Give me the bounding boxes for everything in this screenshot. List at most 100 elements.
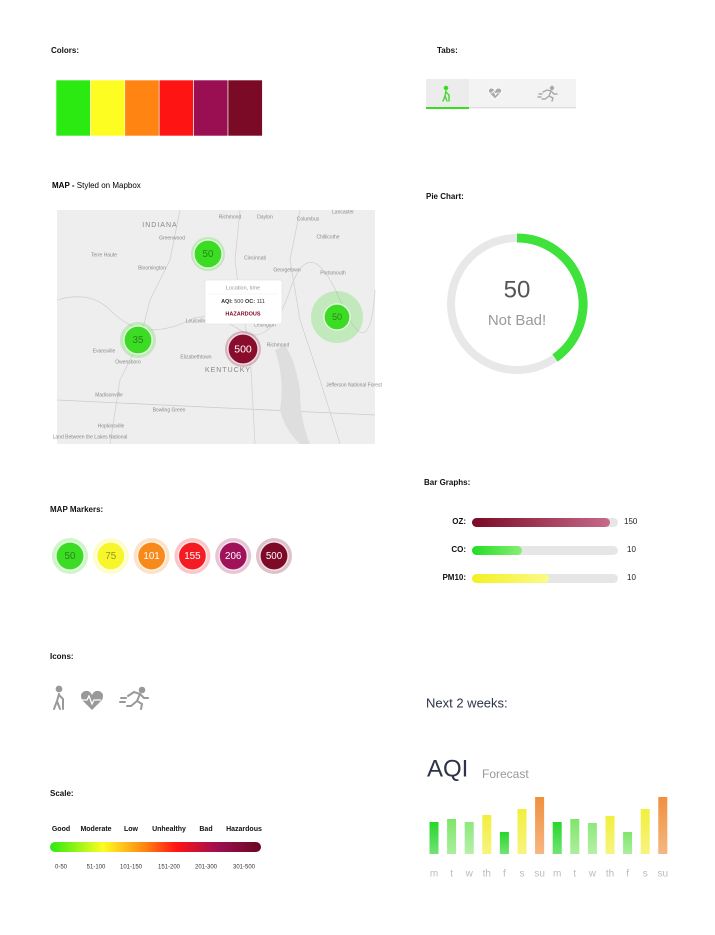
scale-level: Hazardous <box>226 826 262 833</box>
marker-value: 206 <box>225 551 242 562</box>
forecast-day: w <box>465 869 474 880</box>
marker-value: 101 <box>143 551 159 562</box>
popup-label: OC: <box>245 299 255 305</box>
forecast-bar-fade <box>552 822 562 854</box>
section-label: Tabs: <box>437 46 458 55</box>
scale-level: Unhealthy <box>152 826 186 833</box>
map-place: Terre Haute <box>91 252 117 258</box>
map-place: Richmond <box>267 342 290 348</box>
forecast-bar-fade <box>517 809 527 854</box>
forecast-subtitle: Forecast <box>482 767 529 781</box>
marker-row: 50 75 101 155 206 500 <box>52 538 292 574</box>
marker-value: 155 <box>184 551 201 562</box>
section-label: Bar Graphs: <box>424 478 470 487</box>
forecast-day: w <box>588 869 597 880</box>
scale-range: 151-200 <box>158 865 181 871</box>
popup-value: 111 <box>257 299 265 305</box>
marker <box>323 303 351 331</box>
map-place: Dayton <box>257 214 273 220</box>
forecast-day: s <box>643 869 648 880</box>
map-place: Land Between the Lakes National <box>53 434 128 440</box>
marker <box>177 541 208 571</box>
pie-arc <box>516 233 588 362</box>
map-markers: 50 50 35 500 <box>120 237 363 367</box>
map-place: Hopkinsville <box>98 423 125 429</box>
popup-values: AQI: 500 OC: 111 <box>221 299 265 305</box>
bar-fill <box>472 574 549 583</box>
section-label: Icons: <box>50 652 74 661</box>
tab[interactable] <box>522 79 576 107</box>
marker-value: 500 <box>266 551 283 562</box>
marker <box>218 541 248 571</box>
map-place: KENTUCKY <box>205 367 251 374</box>
popup-value: 500 <box>234 299 243 305</box>
forecast-bar-fade <box>605 816 615 854</box>
forecast-bar-fade <box>429 822 439 854</box>
forecast-bar-fade <box>623 832 633 854</box>
bar-fill <box>472 518 610 527</box>
forecast-day: th <box>483 869 491 880</box>
forecast-day: f <box>503 869 506 880</box>
forecast-heading: Next 2 weeks: <box>426 695 508 710</box>
scale-range: 101-150 <box>120 865 143 871</box>
marker-value: 50 <box>203 249 214 260</box>
map-place: INDIANA <box>142 222 177 229</box>
map-place: Louisville <box>186 318 207 324</box>
map-terrain <box>275 345 310 444</box>
forecast-bar-fade <box>499 832 509 854</box>
scale-range: 201-300 <box>195 865 218 871</box>
marker-value: 35 <box>133 335 144 346</box>
map-place: Lancaster <box>332 209 354 215</box>
popup-heading: Location, time <box>226 285 260 291</box>
forecast-bar-fade <box>447 819 457 854</box>
marker <box>136 541 167 571</box>
marker-value: 75 <box>105 551 116 562</box>
heart-pulse <box>81 694 101 706</box>
map-place: Bloomington <box>138 265 166 271</box>
forecast-bar-fade <box>482 815 492 854</box>
marker <box>55 541 85 571</box>
bar-graphs: OZ: 150 CO: 10 PM10: 10 <box>442 517 638 583</box>
forecast-day: m <box>430 869 438 880</box>
color-swatch <box>90 79 126 137</box>
map-title: MAP - Styled on Mapbox <box>52 181 141 190</box>
marker <box>193 239 223 269</box>
map-place: Madisonville <box>95 392 123 398</box>
map-places: INDIANA Richmond Dayton Lancaster Greenw… <box>53 209 383 440</box>
scale-level: Low <box>124 826 139 833</box>
map-popup: Location, time AQI: 500 OC: 111 HAZARDOU… <box>204 279 283 325</box>
section-label: MAP Markers: <box>50 505 103 514</box>
map-place: Portsmouth <box>320 270 346 276</box>
forecast-day: su <box>658 869 669 880</box>
bar-name: OZ: <box>452 517 466 526</box>
forecast-day: m <box>553 869 561 880</box>
section-label: Colors: <box>51 46 79 55</box>
color-swatch <box>193 79 229 137</box>
bar-value: 150 <box>624 517 638 526</box>
map-place: Jefferson National Forest <box>326 382 382 388</box>
marker-value: 50 <box>332 312 342 322</box>
tab-line <box>469 107 576 108</box>
heart-icon <box>487 87 503 100</box>
map-place: Owensboro <box>115 359 141 365</box>
scale-range: 0-50 <box>55 865 68 871</box>
marker-value: 500 <box>234 343 252 355</box>
heart-icon <box>81 690 103 710</box>
forecast-bar-fade <box>570 819 580 854</box>
bar-name: CO: <box>451 545 466 554</box>
map-place: Richmond <box>219 214 242 220</box>
forecast-day: t <box>450 869 453 880</box>
scale-labels: Good 0-50 Moderate 51-100 Low 101-150 Unhealth… <box>52 826 262 871</box>
scale-range: 301-500 <box>233 865 256 871</box>
map-subtitle: Styled on Mapbox <box>77 181 141 190</box>
forecast-day: s <box>520 869 525 880</box>
map-place: Greenwood <box>159 235 185 241</box>
forecast-day: f <box>626 869 629 880</box>
forecast-bar-fade <box>640 809 650 854</box>
forecast-day: t <box>573 869 576 880</box>
forecast-day: su <box>534 869 545 880</box>
forecast-bar-fade <box>587 823 597 854</box>
section-label: Pie Chart: <box>426 192 464 201</box>
map-place: Bowling Green <box>153 407 186 413</box>
